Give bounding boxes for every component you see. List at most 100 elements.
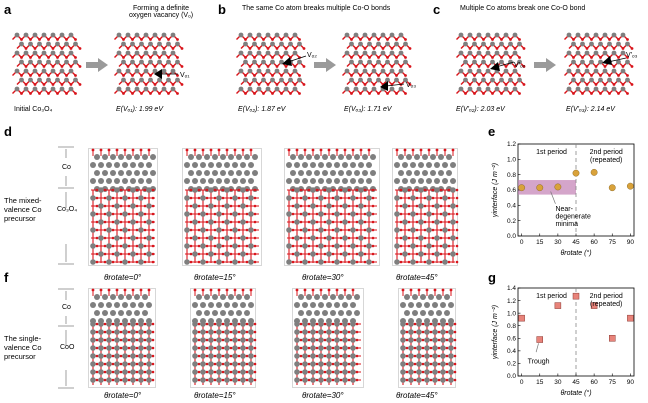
co-atom	[346, 310, 352, 316]
o-atom	[355, 188, 359, 192]
co-atom	[326, 377, 332, 383]
co-atom	[208, 251, 214, 257]
co-atom	[138, 361, 144, 367]
co-atom	[106, 337, 112, 343]
o-atom	[253, 220, 257, 224]
co-atom	[512, 32, 518, 38]
co-atom	[114, 321, 120, 327]
co-atom	[318, 353, 324, 359]
o-atom	[343, 148, 347, 152]
co-atom	[436, 310, 442, 316]
angle-d-30: θrotate=30°	[302, 273, 344, 282]
co-atom	[216, 227, 222, 233]
o-atom	[404, 92, 407, 95]
co-atom	[416, 361, 422, 367]
co-atom	[192, 235, 198, 241]
o-atom	[95, 370, 99, 374]
co-atom	[408, 353, 414, 359]
trough-pointer	[535, 343, 539, 353]
co-atom	[204, 154, 210, 160]
co-atom	[274, 32, 280, 38]
co-atom	[240, 361, 246, 367]
co-atom	[73, 77, 78, 83]
co-atom	[350, 329, 356, 335]
co-atom	[232, 227, 238, 233]
co-atom	[288, 77, 293, 83]
co-atom	[362, 86, 368, 92]
co-atom	[220, 310, 226, 316]
co-atom	[184, 162, 190, 168]
co-atom	[334, 361, 340, 367]
co-atom	[228, 310, 234, 316]
co-atom	[200, 211, 206, 217]
o-atom	[363, 244, 367, 248]
o-atom	[331, 322, 335, 326]
co-atom	[216, 361, 222, 367]
co-atom	[342, 321, 348, 327]
o-atom	[213, 228, 217, 232]
o-atom	[217, 288, 221, 292]
o-atom	[197, 228, 201, 232]
o-atom	[221, 188, 225, 192]
co-atom	[248, 361, 254, 367]
o-atom	[103, 228, 107, 232]
o-atom	[455, 236, 459, 240]
co-atom	[342, 203, 348, 209]
co-atom	[232, 162, 238, 168]
co-atom	[334, 337, 340, 343]
co-atom	[150, 170, 156, 176]
o-atom	[213, 346, 217, 350]
co-atom	[114, 369, 120, 375]
co-atom	[204, 170, 210, 176]
o-atom	[91, 148, 95, 152]
o-atom	[371, 204, 375, 208]
o-atom	[151, 338, 155, 342]
co-atom	[208, 377, 214, 383]
co-atom	[342, 162, 348, 168]
co-atom	[334, 329, 340, 335]
co-atom	[512, 86, 518, 92]
co-atom	[366, 162, 372, 168]
co-atom	[408, 377, 414, 383]
co-atom	[130, 369, 136, 375]
o-atom	[447, 204, 451, 208]
co-atom	[248, 329, 254, 335]
near-degenerate-band	[518, 180, 576, 195]
co-atom	[376, 77, 381, 83]
o-atom	[253, 236, 257, 240]
y-tick-label: 0.6	[507, 187, 516, 194]
co-atom	[467, 50, 473, 56]
o-atom	[447, 236, 451, 240]
o-atom	[119, 346, 123, 350]
o-atom	[253, 330, 257, 334]
co-atom	[366, 259, 372, 265]
co-atom	[302, 302, 308, 308]
co-atom	[326, 187, 332, 193]
co-atom	[146, 235, 152, 241]
transition-arrow-c	[534, 58, 556, 72]
o-atom	[453, 322, 457, 326]
o-atom	[405, 330, 409, 334]
o-atom	[245, 252, 249, 256]
co-atom	[620, 68, 626, 74]
co-atom	[114, 302, 120, 308]
co-atom	[358, 162, 364, 168]
co-atom	[412, 294, 418, 300]
co-atom	[334, 369, 340, 375]
o-atom	[103, 354, 107, 358]
co-atom	[426, 227, 432, 233]
co-atom	[494, 86, 500, 92]
o-atom	[205, 220, 209, 224]
panel-a-title-line1: Forming a definite	[132, 5, 190, 12]
layer-bracket-f	[58, 288, 74, 389]
o-atom	[315, 370, 319, 374]
o-atom	[319, 288, 323, 292]
o-atom	[103, 244, 107, 248]
co-atom	[380, 50, 386, 56]
co-atom	[122, 195, 128, 201]
o-atom	[111, 220, 115, 224]
x-tick-label: 45	[572, 379, 580, 386]
co-atom	[110, 170, 116, 176]
o-atom	[213, 252, 217, 256]
co-atom	[589, 59, 594, 65]
